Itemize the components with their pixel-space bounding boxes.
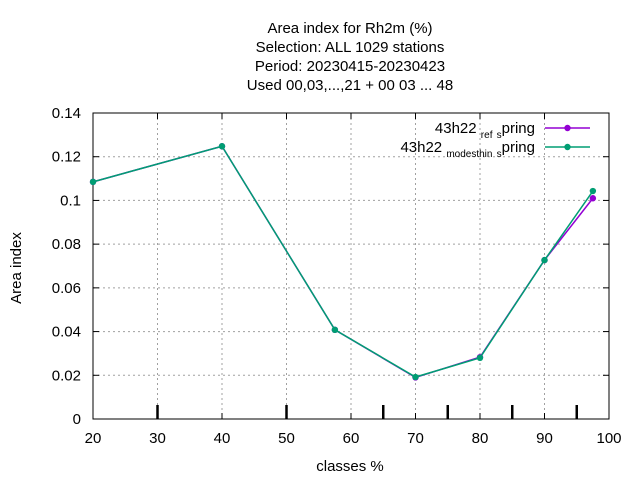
minor-tick-marks (156, 405, 578, 419)
series-layer (89, 143, 597, 381)
title-line-2: Selection: ALL 1029 stations (256, 39, 445, 56)
legend-entry-label: 43h22 modesthin spring (400, 139, 535, 160)
title-line-1: Area index for Rh2m (%) (267, 20, 432, 37)
x-axis-label: classes % (316, 458, 384, 475)
series-2-line (92, 145, 594, 378)
x-tick-label: 90 (536, 430, 553, 447)
y-axis-ticks: 0 0.02 0.04 0.06 0.08 0.1 0.12 0.14 (52, 105, 609, 428)
chart-title: Area index for Rh2m (%) Selection: ALL 1… (247, 20, 453, 94)
x-axis-ticks: 20 30 40 50 60 70 80 90 100 (85, 113, 622, 447)
legend-entry-label: 43h22 ref spring (435, 120, 535, 141)
x-tick-label: 50 (278, 430, 295, 447)
series-2-point (331, 326, 339, 334)
grid-lines (93, 113, 609, 419)
y-tick-label: 0.12 (52, 149, 81, 166)
legend-point-sample (564, 143, 571, 151)
y-tick-label: 0.1 (60, 192, 81, 209)
series-2-point (218, 143, 226, 150)
title-line-4: Used 00,03,...,21 + 00 03 ... 48 (247, 77, 453, 94)
series-2-point (89, 178, 97, 186)
series-2-point (412, 373, 419, 381)
series-2-point (541, 256, 548, 264)
y-tick-label: 0.08 (52, 236, 81, 253)
series-2-point (476, 354, 484, 361)
x-tick-label: 20 (85, 430, 102, 447)
x-tick-label: 30 (149, 430, 166, 447)
series-1-point (589, 195, 597, 202)
x-tick-label: 70 (407, 430, 424, 447)
series-1-line (92, 145, 594, 379)
x-tick-label: 80 (472, 430, 489, 447)
y-tick-label: 0 (73, 411, 81, 428)
series-2 (89, 143, 597, 381)
y-tick-label: 0.06 (52, 280, 81, 297)
x-tick-label: 60 (343, 430, 360, 447)
y-axis-label: Area index (8, 232, 25, 304)
x-tick-label: 100 (596, 430, 621, 447)
y-tick-label: 0.02 (52, 367, 81, 384)
y-tick-label: 0.04 (52, 324, 81, 341)
title-line-3: Period: 20230415-20230423 (255, 58, 445, 75)
y-tick-label: 0.14 (52, 105, 81, 122)
series-1 (89, 143, 597, 381)
legend-point-sample (564, 124, 571, 132)
series-2-point (589, 187, 597, 195)
x-tick-label: 40 (214, 430, 231, 447)
